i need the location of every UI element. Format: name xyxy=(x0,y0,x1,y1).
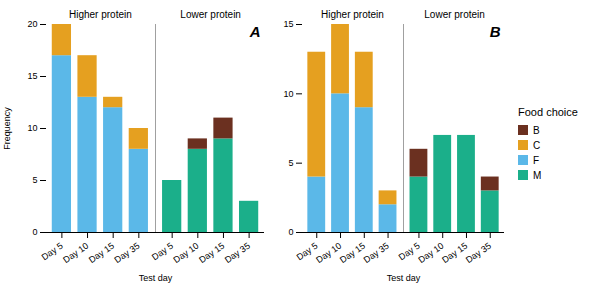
html-text:B: B xyxy=(533,124,540,136)
svg-text:20: 20 xyxy=(27,19,37,29)
svg-text:Day 15: Day 15 xyxy=(440,241,469,266)
svg-text:Day 15: Day 15 xyxy=(87,241,116,266)
svg-text:Day 5: Day 5 xyxy=(396,240,422,263)
svg-text:Higher protein: Higher protein xyxy=(69,9,132,20)
svg-text:10: 10 xyxy=(283,89,293,99)
svg-text:Day 35: Day 35 xyxy=(464,241,493,266)
svg-text:A: A xyxy=(249,23,261,40)
svg-text:Lower protein: Lower protein xyxy=(424,9,485,20)
svg-text:Day 5: Day 5 xyxy=(150,241,175,263)
html-text:Food choice: Food choice xyxy=(518,105,578,118)
svg-text:0: 0 xyxy=(32,227,37,237)
svg-text:Day 10: Day 10 xyxy=(416,241,445,266)
svg-text:Day 15: Day 15 xyxy=(338,241,367,266)
svg-text:5: 5 xyxy=(288,158,293,168)
svg-text:Frequency: Frequency xyxy=(2,107,12,150)
svg-text:15: 15 xyxy=(283,19,293,29)
svg-text:Lower protein: Lower protein xyxy=(180,9,241,20)
svg-text:Day 10: Day 10 xyxy=(172,241,201,266)
svg-text:Higher protein: Higher protein xyxy=(321,9,384,20)
svg-text:Day 35: Day 35 xyxy=(113,241,142,266)
svg-text:Day 5: Day 5 xyxy=(294,240,320,263)
svg-text:Day 35: Day 35 xyxy=(223,241,252,266)
svg-text:B: B xyxy=(490,23,501,40)
svg-text:Day 5: Day 5 xyxy=(40,241,65,263)
html-text:F: F xyxy=(533,154,540,166)
html-text:M: M xyxy=(533,169,542,181)
svg-text:Day 10: Day 10 xyxy=(61,241,90,266)
svg-text:15: 15 xyxy=(27,71,37,81)
svg-text:Test day: Test day xyxy=(139,273,173,283)
html-text:C: C xyxy=(533,139,541,151)
svg-text:10: 10 xyxy=(27,123,37,133)
svg-text:Day 15: Day 15 xyxy=(197,241,226,266)
svg-text:Day 35: Day 35 xyxy=(362,241,391,266)
svg-text:Day 10: Day 10 xyxy=(314,241,343,266)
svg-text:0: 0 xyxy=(288,227,293,237)
svg-text:Test day: Test day xyxy=(387,273,421,283)
svg-text:5: 5 xyxy=(32,175,37,185)
